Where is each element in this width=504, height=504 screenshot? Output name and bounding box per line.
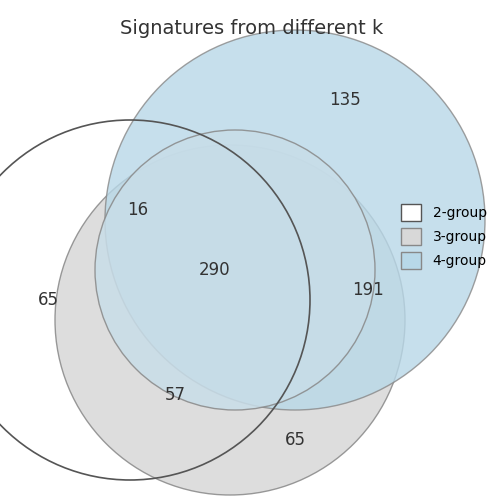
Text: 57: 57	[164, 386, 185, 404]
Text: 135: 135	[329, 91, 361, 109]
Text: 65: 65	[284, 431, 305, 449]
Circle shape	[105, 30, 485, 410]
Text: Signatures from different k: Signatures from different k	[120, 19, 384, 37]
Circle shape	[95, 130, 375, 410]
Text: 16: 16	[128, 201, 149, 219]
Text: 65: 65	[38, 291, 59, 309]
Circle shape	[55, 145, 405, 495]
Text: 290: 290	[199, 261, 231, 279]
Legend: 2-group, 3-group, 4-group: 2-group, 3-group, 4-group	[395, 199, 492, 274]
Text: 191: 191	[352, 281, 384, 299]
